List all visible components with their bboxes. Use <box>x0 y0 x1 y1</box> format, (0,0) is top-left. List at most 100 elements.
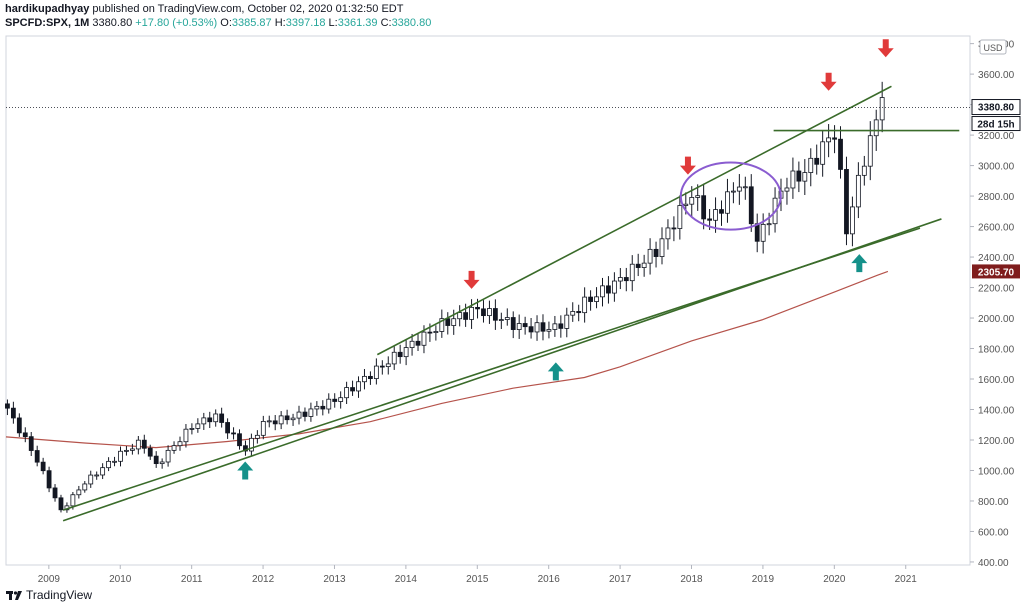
down-arrow-icon <box>877 39 894 58</box>
candle-body <box>118 450 123 462</box>
candle-body <box>564 314 570 329</box>
candle-body <box>760 224 766 242</box>
y-tick-label: 1600.00 <box>978 375 1015 386</box>
x-tick-label: 2021 <box>895 574 918 585</box>
footer: TradingView <box>6 588 92 602</box>
candle-body <box>278 415 284 425</box>
candle-body <box>421 331 427 346</box>
y-tick-label: 800.00 <box>978 497 1009 508</box>
candle-body <box>308 408 314 417</box>
currency-box <box>979 39 1007 55</box>
down-arrow-icon <box>679 156 696 175</box>
candle-body <box>124 449 129 452</box>
candle-body <box>213 413 219 423</box>
candle-body <box>332 398 338 402</box>
candle-body <box>498 319 504 321</box>
candle-body <box>40 461 46 472</box>
up-arrow-icon <box>547 362 564 381</box>
y-tick-label: 2200.00 <box>978 284 1015 295</box>
candle-body <box>641 262 647 268</box>
candle-body <box>606 285 611 294</box>
x-tick-label: 2015 <box>466 574 489 585</box>
candle-body <box>647 248 653 264</box>
candle-body <box>754 223 760 242</box>
candle-body <box>611 280 617 294</box>
candle-body <box>141 439 147 449</box>
candle-body <box>522 323 528 328</box>
candle-body <box>82 483 88 491</box>
y-tick-label: 600.00 <box>978 527 1009 538</box>
candle-body <box>254 434 260 439</box>
candle-body <box>159 461 165 465</box>
open-value: 3385.87 <box>231 17 272 29</box>
candle-body <box>266 420 272 423</box>
chart-header: hardikupadhyay published on TradingView.… <box>5 2 431 30</box>
candle-body <box>135 439 141 450</box>
y-tick-label: 400.00 <box>978 558 1009 569</box>
y-tick-label: 2600.00 <box>978 223 1015 234</box>
ohlc-line: SPCFD:SPX, 1M 3380.80 +17.80 (+0.53%) O:… <box>5 16 431 30</box>
candle-body <box>582 296 588 314</box>
candle-body <box>879 97 885 121</box>
y-tick-label: 2800.00 <box>978 192 1015 203</box>
candle-body <box>683 203 689 206</box>
candle-body <box>516 323 522 330</box>
candle-body <box>379 365 385 368</box>
candle-body <box>540 322 546 332</box>
candle-body <box>177 441 183 447</box>
candle-body <box>88 474 94 485</box>
candle-body <box>635 263 641 268</box>
trendline <box>62 218 942 522</box>
candle-body <box>147 447 153 457</box>
candle-body <box>70 494 76 507</box>
price-change: +17.80 (+0.53%) <box>135 17 218 29</box>
x-tick-label: 2012 <box>252 574 275 585</box>
low-value: 3361.39 <box>337 17 378 29</box>
candle-body <box>855 174 861 208</box>
candle-body <box>409 340 415 348</box>
candle-body <box>766 223 772 226</box>
low-label: L: <box>328 17 338 29</box>
candle-body <box>629 263 635 282</box>
candle-body <box>861 165 867 176</box>
candle-body <box>475 306 480 310</box>
candle-body <box>510 317 516 330</box>
y-tick-label: 1000.00 <box>978 466 1015 477</box>
candle-body <box>445 318 451 326</box>
candle-body <box>207 417 213 423</box>
open-label: O: <box>220 17 232 29</box>
y-tick-label: 3200.00 <box>978 131 1015 142</box>
candle-body <box>368 375 373 380</box>
candle-body <box>600 285 605 298</box>
candle-body <box>850 206 855 235</box>
candle-body <box>46 470 52 489</box>
candle-body <box>665 227 671 240</box>
candle-body <box>748 186 754 225</box>
candle-body <box>867 135 873 167</box>
candle-body <box>617 277 623 282</box>
candle-body <box>28 436 34 451</box>
candle-body <box>457 312 463 320</box>
candle-body <box>653 248 659 257</box>
candle-body <box>153 455 159 465</box>
down-arrow-icon <box>820 72 837 91</box>
candle-body <box>272 420 278 425</box>
candle-body <box>94 474 100 477</box>
candle-body <box>356 381 361 392</box>
x-tick-label: 2014 <box>395 574 418 585</box>
candle-body <box>558 323 564 329</box>
author-name[interactable]: hardikupadhyay <box>5 3 90 15</box>
plot-area <box>5 35 971 566</box>
candle-body <box>433 331 439 334</box>
last-price-tag-label: 3380.80 <box>978 103 1015 114</box>
candle-body <box>296 411 302 419</box>
candle-body <box>707 218 713 221</box>
candle-body <box>338 397 344 402</box>
candle-body <box>112 460 117 463</box>
highlight-ellipse <box>679 161 782 231</box>
candle-body <box>362 375 367 383</box>
tradingview-brand[interactable]: TradingView <box>26 588 93 602</box>
up-arrow-icon <box>237 461 254 480</box>
candle-body <box>326 398 332 410</box>
